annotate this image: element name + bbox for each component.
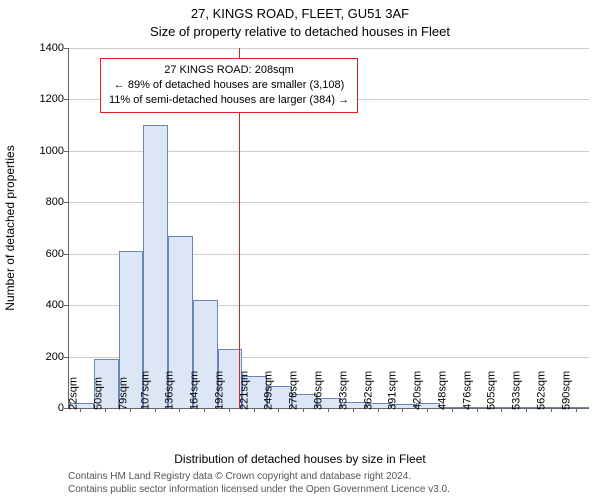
x-tick-mark [105,408,106,412]
footer-line2: Contains public sector information licen… [68,483,588,496]
x-tick-label: 562sqm [535,371,547,410]
x-tick-label: 278sqm [288,371,300,410]
x-tick-mark [477,408,478,412]
x-tick-label: 50sqm [93,377,105,410]
x-tick-mark [303,408,304,412]
x-tick-label: 136sqm [164,371,176,410]
x-tick-mark [526,408,527,412]
annotation-line: ← 89% of detached houses are smaller (3,… [109,78,349,93]
y-tick-mark [64,305,68,306]
x-tick-label: 533sqm [511,371,523,410]
x-tick-label: 221sqm [238,371,250,410]
footer-attribution: Contains HM Land Registry data © Crown c… [68,470,588,496]
x-tick-label: 107sqm [139,371,151,410]
x-tick-label: 164sqm [189,371,201,410]
x-tick-mark [402,408,403,412]
y-tick-mark [64,202,68,203]
x-tick-label: 79sqm [117,377,129,410]
y-tick-mark [64,99,68,100]
annotation-line: 11% of semi-detached houses are larger (… [109,93,349,108]
x-tick-mark [80,408,81,412]
annotation-line: 27 KINGS ROAD: 208sqm [109,63,349,78]
x-tick-label: 420sqm [411,371,423,410]
x-tick-mark [378,408,379,412]
y-tick-label: 600 [4,248,64,260]
x-tick-mark [353,408,354,412]
x-tick-label: 333sqm [337,371,349,410]
x-tick-mark [452,408,453,412]
x-tick-label: 249sqm [263,371,275,410]
x-tick-mark [254,408,255,412]
x-tick-mark [204,408,205,412]
y-tick-label: 0 [4,402,64,414]
y-tick-mark [64,151,68,152]
x-tick-mark [179,408,180,412]
chart-title-address: 27, KINGS ROAD, FLEET, GU51 3AF [0,6,600,21]
y-tick-label: 1200 [4,93,64,105]
y-tick-label: 1400 [4,42,64,54]
y-tick-label: 400 [4,299,64,311]
x-tick-mark [576,408,577,412]
x-tick-label: 22sqm [68,377,80,410]
y-tick-mark [64,254,68,255]
y-axis-label: Number of detached properties [3,145,17,310]
x-tick-label: 448sqm [436,371,448,410]
annotation-box: 27 KINGS ROAD: 208sqm← 89% of detached h… [100,58,358,113]
y-tick-mark [64,48,68,49]
x-tick-label: 306sqm [312,371,324,410]
x-tick-label: 192sqm [213,371,225,410]
y-tick-label: 800 [4,196,64,208]
x-axis-label: Distribution of detached houses by size … [0,452,600,466]
y-tick-label: 200 [4,351,64,363]
x-tick-label: 505sqm [486,371,498,410]
chart-title-desc: Size of property relative to detached ho… [0,24,600,39]
x-tick-label: 590sqm [560,371,572,410]
footer-line1: Contains HM Land Registry data © Crown c… [68,470,588,483]
histogram-bar [143,125,168,408]
gridline [69,48,589,49]
y-tick-label: 1000 [4,145,64,157]
x-tick-label: 391sqm [387,371,399,410]
x-tick-mark [229,408,230,412]
y-tick-mark [64,357,68,358]
x-tick-mark [278,408,279,412]
x-tick-mark [427,408,428,412]
x-tick-mark [130,408,131,412]
x-tick-mark [551,408,552,412]
x-tick-mark [328,408,329,412]
x-tick-mark [501,408,502,412]
x-tick-label: 476sqm [461,371,473,410]
x-tick-mark [155,408,156,412]
x-tick-label: 362sqm [362,371,374,410]
